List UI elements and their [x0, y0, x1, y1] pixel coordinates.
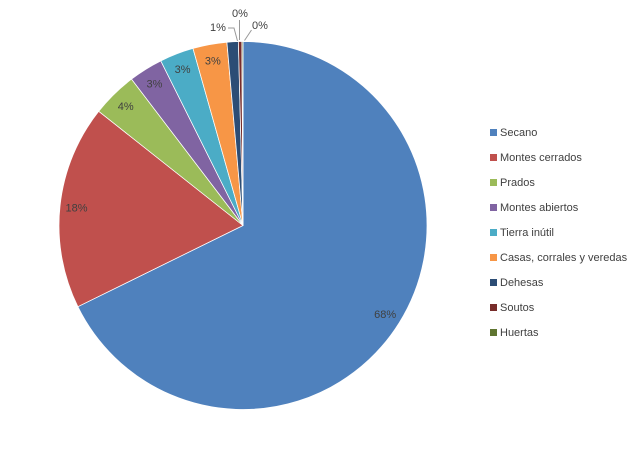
legend-item-prados: Prados: [490, 170, 627, 195]
legend-label: Montes cerrados: [500, 151, 582, 164]
legend: Secano Montes cerrados Prados Montes abiert…: [490, 120, 627, 345]
legend-swatch-icon: [490, 254, 497, 261]
legend-label: Dehesas: [500, 276, 544, 289]
legend-item-casas-corrales-y-veredas: Casas, corrales y veredas: [490, 245, 627, 270]
legend-swatch-icon: [490, 154, 497, 161]
data-label-huertas: 0%: [252, 20, 268, 32]
legend-item-soutos: Soutos: [490, 295, 627, 320]
legend-swatch-icon: [490, 179, 497, 186]
leader-line-huertas: [244, 29, 252, 41]
legend-label: Tierra inútil: [500, 226, 554, 239]
legend-label: Soutos: [500, 301, 535, 314]
legend-swatch-icon: [490, 304, 497, 311]
legend-swatch-icon: [490, 204, 497, 211]
legend-swatch-icon: [490, 229, 497, 236]
legend-swatch-icon: [490, 129, 497, 136]
legend-label: Huertas: [500, 326, 539, 339]
legend-swatch-icon: [490, 279, 497, 286]
legend-label: Casas, corrales y veredas: [500, 251, 628, 264]
data-label-tierra-inutil: 3%: [175, 64, 191, 76]
data-label-montes-abiertos: 3%: [147, 78, 163, 90]
leader-line-dehesas: [228, 27, 238, 42]
legend-item-dehesas: Dehesas: [490, 270, 627, 295]
pie-slice-secano: [77, 41, 428, 410]
data-label-prados: 4%: [118, 101, 134, 113]
legend-label: Secano: [500, 126, 538, 139]
legend-label: Prados: [500, 176, 535, 189]
legend-item-montes-cerrados: Montes cerrados: [490, 145, 627, 170]
data-label-secano: 68%: [374, 309, 396, 321]
data-label-soutos: 0%: [232, 8, 248, 20]
data-label-dehesas: 1%: [210, 22, 226, 34]
pie-slice-montes-cerrados: [58, 110, 244, 308]
legend-item-tierra-inutil: Tierra inútil: [490, 220, 627, 245]
legend-item-secano: Secano: [490, 120, 627, 145]
data-label-montes-cerrados: 18%: [65, 203, 87, 215]
data-label-casas-corrales-y-veredas: 3%: [205, 56, 221, 68]
legend-item-huertas: Huertas: [490, 320, 627, 345]
pie-slice-huertas: [241, 41, 244, 226]
legend-item-montes-abiertos: Montes abiertos: [490, 195, 627, 220]
legend-swatch-icon: [490, 329, 497, 336]
legend-label: Montes abiertos: [500, 201, 579, 214]
